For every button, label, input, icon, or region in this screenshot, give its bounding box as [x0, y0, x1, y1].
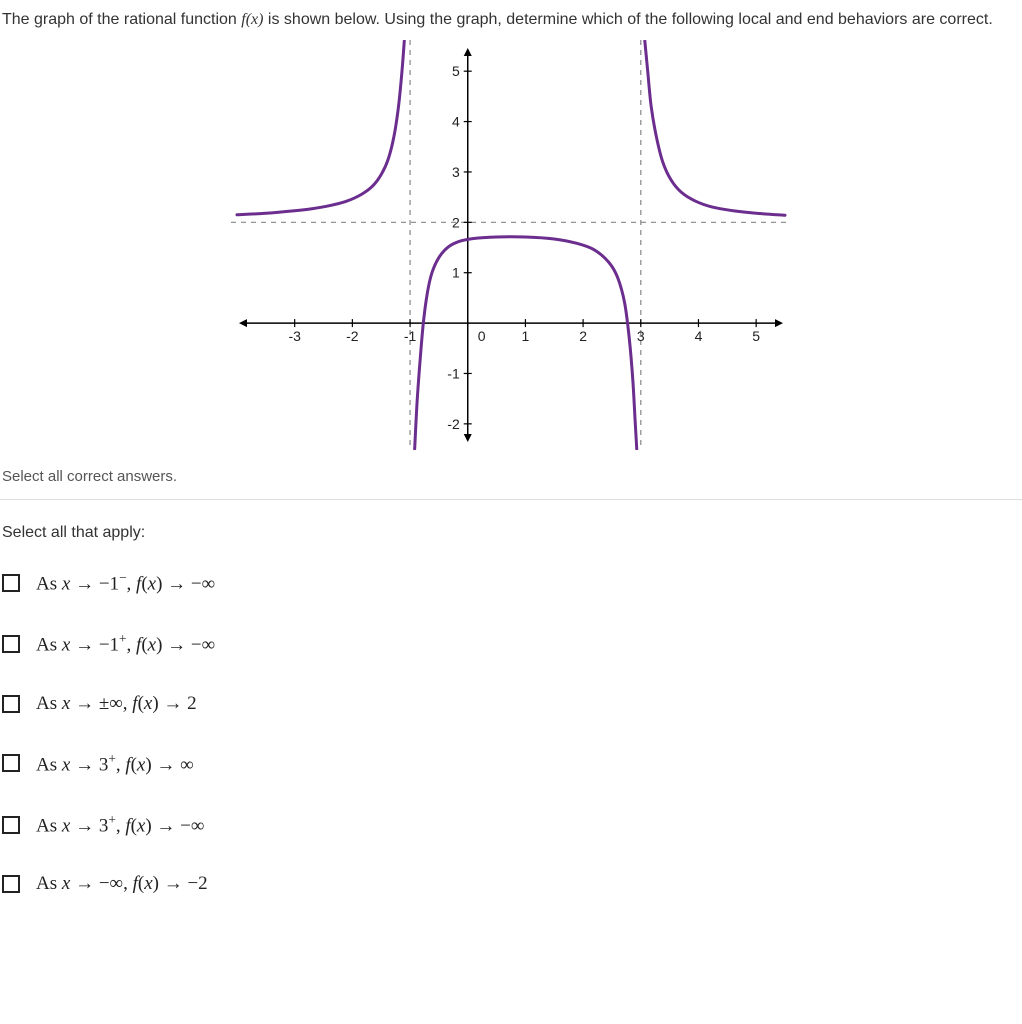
option-checkbox-6[interactable] — [2, 875, 20, 893]
svg-text:4: 4 — [695, 328, 703, 344]
option-label-6: As x → −∞, f(x) → −2 — [36, 873, 208, 895]
svg-text:2: 2 — [579, 328, 587, 344]
svg-text:-2: -2 — [447, 416, 460, 432]
option-2: As x → −1+, f(x) → −∞ — [2, 631, 1020, 656]
options-list: As x → −1−, f(x) → −∞ As x → −1+, f(x) → … — [0, 570, 1022, 895]
option-5: As x → 3+, f(x) → −∞ — [2, 812, 1020, 837]
svg-text:-1: -1 — [404, 328, 417, 344]
svg-text:-2: -2 — [346, 328, 359, 344]
svg-text:2: 2 — [452, 214, 460, 230]
question-text: The graph of the rational function f(x) … — [0, 8, 1022, 32]
question-prefix: The graph of the rational function — [2, 11, 241, 28]
separator — [0, 499, 1022, 500]
select-all-label: Select all that apply: — [0, 524, 1022, 542]
option-6: As x → −∞, f(x) → −2 — [2, 873, 1020, 895]
option-checkbox-5[interactable] — [2, 816, 20, 834]
option-label-4: As x → 3+, f(x) → ∞ — [36, 751, 194, 776]
option-label-3: As x → ±∞, f(x) → 2 — [36, 693, 197, 715]
option-checkbox-2[interactable] — [2, 635, 20, 653]
option-label-5: As x → 3+, f(x) → −∞ — [36, 812, 204, 837]
svg-text:0: 0 — [478, 328, 486, 344]
instruction-text: Select all correct answers. — [0, 468, 1022, 499]
svg-text:-3: -3 — [288, 328, 301, 344]
svg-text:5: 5 — [752, 328, 760, 344]
svg-text:1: 1 — [522, 328, 530, 344]
option-4: As x → 3+, f(x) → ∞ — [2, 751, 1020, 776]
question-fn: f(x) — [241, 11, 263, 28]
svg-text:-1: -1 — [447, 365, 460, 381]
option-label-1: As x → −1−, f(x) → −∞ — [36, 570, 215, 595]
svg-text:5: 5 — [452, 63, 460, 79]
option-3: As x → ±∞, f(x) → 2 — [2, 693, 1020, 715]
graph-container: -3 -2 -1 0 1 2 3 4 5 -2 -1 1 2 3 4 5 — [0, 40, 1022, 450]
option-checkbox-4[interactable] — [2, 754, 20, 772]
option-label-2: As x → −1+, f(x) → −∞ — [36, 631, 215, 656]
svg-text:3: 3 — [452, 164, 460, 180]
option-checkbox-1[interactable] — [2, 574, 20, 592]
rational-function-graph: -3 -2 -1 0 1 2 3 4 5 -2 -1 1 2 3 4 5 — [231, 40, 791, 450]
question-suffix: is shown below. Using the graph, determi… — [263, 11, 992, 28]
svg-text:1: 1 — [452, 265, 460, 281]
option-checkbox-3[interactable] — [2, 695, 20, 713]
option-1: As x → −1−, f(x) → −∞ — [2, 570, 1020, 595]
svg-text:3: 3 — [637, 328, 645, 344]
svg-text:4: 4 — [452, 114, 460, 130]
